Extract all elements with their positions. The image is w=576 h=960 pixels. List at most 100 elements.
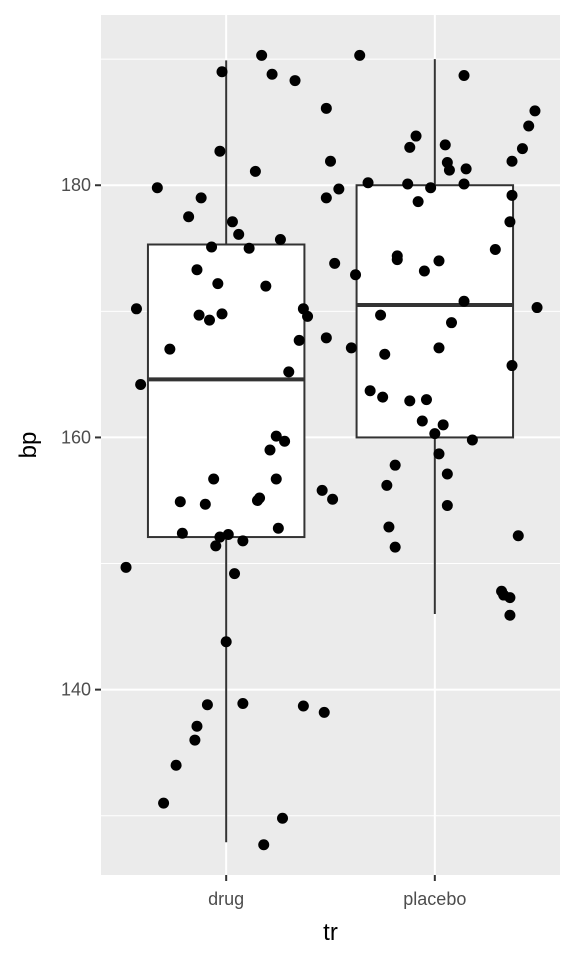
data-point-drug-24 [216,66,228,78]
data-point-drug-0 [120,561,132,573]
data-point-drug-9 [183,211,195,223]
x-tick-label-placebo: placebo [403,889,466,909]
data-point-placebo-111 [512,530,524,542]
data-point-drug-42 [270,473,282,485]
data-point-drug-1 [130,303,142,315]
data-point-placebo-90 [437,419,449,431]
y-axis: 140 160 180 [61,175,101,700]
data-point-drug-7 [174,496,186,508]
data-point-drug-21 [212,278,224,290]
data-point-placebo-113 [523,120,535,132]
data-point-drug-41 [266,68,278,80]
data-point-drug-37 [256,49,268,61]
data-point-placebo-99 [458,70,470,82]
y-tick-label-140: 140 [61,680,91,700]
data-point-drug-27 [222,529,234,541]
data-point-placebo-70 [379,348,391,360]
data-point-drug-47 [279,435,291,447]
data-point-drug-34 [249,165,261,177]
data-point-placebo-87 [433,448,445,460]
x-axis: drug placebo [208,875,466,909]
data-point-placebo-81 [412,196,424,208]
data-point-placebo-71 [381,479,393,491]
data-point-drug-36 [254,492,266,504]
data-point-drug-26 [220,636,232,648]
data-point-drug-50 [293,334,305,346]
data-point-placebo-115 [531,302,543,314]
data-point-placebo-89 [433,255,445,267]
data-point-placebo-83 [418,265,430,277]
data-point-placebo-68 [375,309,387,321]
data-point-placebo-85 [425,182,437,194]
data-point-placebo-82 [416,415,428,427]
data-point-placebo-92 [441,468,453,480]
data-point-drug-11 [191,720,203,732]
data-point-placebo-110 [506,189,518,201]
data-point-placebo-63 [345,342,357,354]
data-point-drug-55 [318,706,330,718]
data-point-placebo-93 [441,500,453,512]
data-point-placebo-108 [506,360,518,372]
points-layer [120,49,543,851]
data-point-placebo-105 [504,592,516,604]
data-point-placebo-64 [350,269,362,281]
data-point-drug-59 [325,155,336,167]
data-point-drug-5 [164,343,176,355]
data-point-drug-14 [195,192,207,204]
data-point-drug-12 [191,264,203,276]
data-point-drug-51 [297,700,309,712]
data-point-drug-30 [233,228,245,240]
data-point-drug-13 [193,309,205,321]
data-point-drug-33 [243,242,255,254]
data-point-drug-48 [283,366,295,378]
data-point-drug-28 [226,216,238,228]
data-point-drug-4 [158,797,170,809]
data-point-drug-43 [270,430,282,442]
data-point-drug-19 [208,473,220,485]
data-point-placebo-107 [504,216,516,228]
data-point-drug-45 [274,233,286,245]
data-point-placebo-74 [389,459,401,471]
x-tick-label-drug: drug [208,889,244,909]
data-point-drug-25 [216,308,228,320]
x-axis-title: tr [323,919,338,946]
data-point-drug-58 [320,332,332,344]
data-point-drug-39 [260,280,272,292]
data-point-placebo-101 [466,434,478,446]
data-point-drug-61 [329,257,341,269]
data-point-placebo-77 [402,178,414,190]
data-point-placebo-91 [439,139,451,151]
iqr-box-drug [146,243,306,539]
data-point-drug-44 [272,522,284,534]
y-axis-title: bp [15,432,42,459]
data-point-drug-57 [320,102,332,114]
data-point-placebo-114 [529,105,541,117]
data-point-placebo-84 [420,394,432,406]
data-point-drug-2 [135,378,147,390]
data-point-drug-15 [199,498,211,510]
data-point-placebo-100 [460,163,472,175]
data-point-drug-20 [210,540,222,552]
data-point-placebo-112 [516,143,528,155]
data-point-placebo-102 [489,244,501,256]
data-point-placebo-98 [458,295,470,307]
y-tick-label-160: 160 [61,427,91,447]
data-point-drug-53 [302,310,314,322]
data-point-drug-46 [277,812,289,824]
data-point-drug-3 [151,182,163,194]
data-point-drug-32 [237,535,249,547]
data-point-drug-62 [333,183,345,195]
data-point-placebo-80 [410,130,422,142]
data-point-placebo-76 [391,254,403,266]
data-point-placebo-109 [506,155,518,167]
data-point-drug-49 [289,75,301,87]
data-point-drug-60 [327,493,339,505]
data-point-placebo-67 [364,385,376,397]
data-point-placebo-79 [404,395,416,407]
data-point-drug-38 [258,839,270,851]
data-point-drug-16 [201,699,213,711]
data-point-placebo-86 [429,428,441,440]
data-point-placebo-73 [389,541,401,553]
data-point-placebo-69 [377,391,389,403]
data-point-drug-18 [206,241,218,253]
